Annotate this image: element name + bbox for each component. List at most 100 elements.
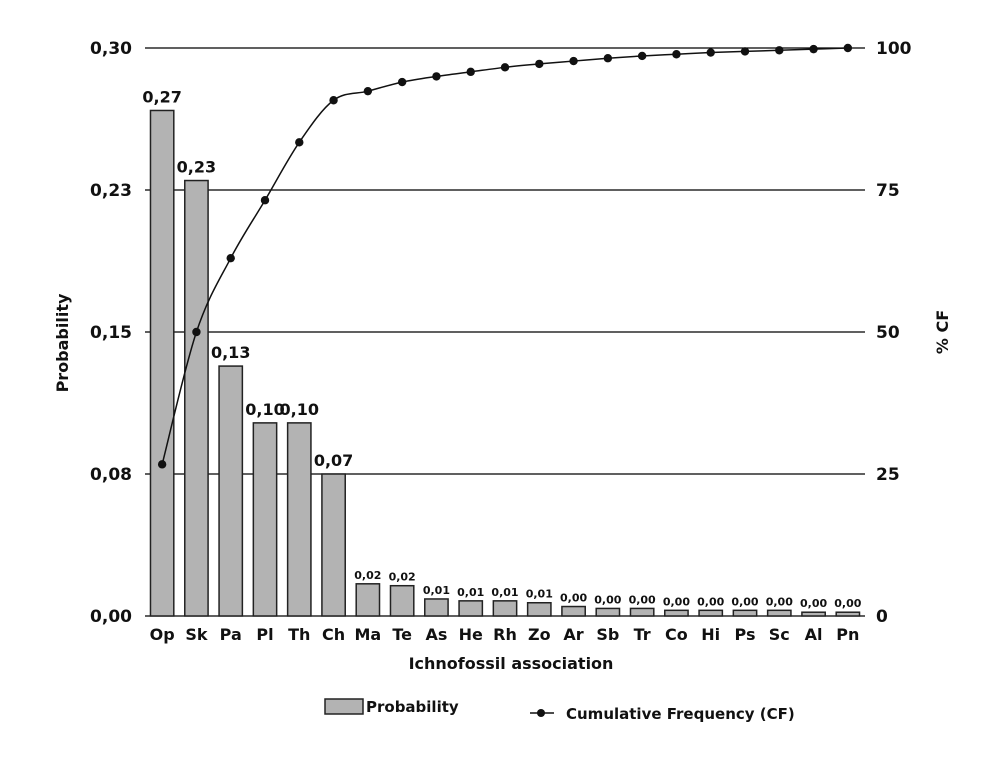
category-label-he: He [459, 625, 483, 644]
category-label-ps: Ps [735, 625, 756, 644]
cf-point-pl [260, 196, 270, 205]
bars [149, 109, 861, 617]
bar-he [458, 600, 484, 617]
bar-th [286, 422, 312, 617]
cf-point-rh [500, 63, 510, 72]
legend: Probability Cumulative Frequency (CF) [324, 698, 795, 723]
bar-as [424, 598, 449, 617]
cf-point-th [295, 138, 304, 147]
bar-ar [561, 605, 586, 617]
category-label-hi: Hi [701, 625, 720, 644]
category-label-zo: Zo [528, 625, 551, 644]
bar-sk [184, 179, 209, 617]
cf-point-al [809, 44, 818, 54]
category-label-pn: Pn [836, 625, 859, 644]
bar-zo [526, 601, 552, 617]
cumulative-frequency-line [161, 47, 848, 465]
bar-ps [732, 609, 758, 617]
bar-value-label: 0,00 [731, 595, 758, 608]
y-tick-label: 0,15 [90, 323, 132, 343]
category-label-ar: Ar [563, 625, 583, 644]
category-label-al: Al [805, 625, 823, 644]
bar-value-labels: 0,27 0,23 0,13 0,100,10 0,07 0,02 0,02 0,01 0,01… [142, 87, 861, 610]
y2-tick-label: 75 [876, 181, 900, 201]
bar-pa [218, 365, 244, 617]
cf-point-co [672, 50, 681, 59]
legend-bar-label: Probability [366, 698, 459, 716]
cf-point-ch [329, 96, 338, 105]
y2-tick-label: 25 [876, 465, 900, 485]
bar-value-label: 0,10 [245, 400, 284, 419]
bar-value-label: 0,01 [491, 586, 518, 599]
bar-tr [629, 607, 655, 617]
bar-pl [252, 422, 278, 617]
bar-value-label: 0,00 [560, 592, 587, 605]
legend-line-label: Cumulative Frequency (CF) [566, 705, 795, 723]
cf-point-zo [535, 59, 544, 69]
legend-bar-swatch [324, 698, 364, 715]
y2-tick-label: 50 [876, 323, 900, 343]
left-axis-ticks: 0,00 0,08 0,15 0,23 0,30 [90, 39, 132, 627]
bar-value-label: 0,01 [457, 586, 484, 599]
cf-point-sc [775, 46, 784, 55]
category-label-op: Op [150, 625, 175, 644]
category-label-pl: Pl [256, 625, 273, 644]
bar-pn [835, 611, 861, 617]
category-labels: Op Sk Pa Pl Th Ch Ma Te As He Rh Zo Ar Sb Tr Co Hi Ps Sc Al… [150, 625, 860, 644]
cumulative-line [157, 43, 853, 469]
legend-line-marker [537, 709, 545, 717]
cf-point-he [466, 67, 475, 77]
bar-ma [355, 583, 381, 617]
cf-point-as [432, 72, 441, 81]
cf-point-op [157, 460, 167, 469]
cf-point-pn [843, 43, 853, 53]
bar-value-label: 0,00 [766, 595, 793, 608]
bar-value-label: 0,13 [211, 343, 250, 362]
bar-value-label: 0,00 [834, 597, 861, 610]
category-label-sc: Sc [769, 625, 790, 644]
bar-co [664, 609, 689, 617]
bar-value-label: 0,01 [423, 584, 450, 597]
bar-value-label: 0,00 [629, 593, 656, 606]
bar-rh [492, 600, 518, 617]
y-axis-title: Probability [53, 293, 72, 392]
bar-te [389, 584, 415, 617]
bar-value-label: 0,07 [314, 451, 353, 470]
y2-axis-title: % CF [933, 310, 952, 354]
bar-value-label: 0,02 [389, 571, 416, 584]
category-label-ma: Ma [354, 625, 381, 644]
y-tick-label: 0,23 [90, 181, 132, 201]
category-label-th: Th [288, 625, 310, 644]
category-label-te: Te [392, 625, 412, 644]
cf-point-te [397, 77, 407, 87]
y-tick-label: 0,00 [90, 607, 132, 627]
bar-value-label: 0,10 [280, 400, 319, 419]
bar-value-label: 0,02 [354, 569, 381, 582]
bar-ch [321, 473, 346, 617]
bar-al [801, 611, 826, 617]
bar-value-label: 0,00 [594, 593, 621, 606]
category-label-sk: Sk [185, 625, 208, 644]
category-label-pa: Pa [220, 625, 242, 644]
category-label-tr: Tr [634, 625, 651, 644]
bar-hi [698, 609, 724, 617]
cf-point-hi [706, 48, 715, 57]
y-tick-label: 0,30 [90, 39, 132, 59]
bar-value-label: 0,00 [663, 595, 690, 608]
cf-point-tr [637, 51, 647, 61]
category-label-as: As [425, 625, 447, 644]
cf-point-ar [569, 56, 578, 66]
bar-sb [595, 607, 621, 617]
category-label-co: Co [665, 625, 688, 644]
x-axis-title: Ichnofossil association [409, 654, 614, 673]
y-tick-label: 0,08 [90, 465, 132, 485]
cf-point-sk [192, 327, 201, 337]
bar-op [149, 109, 175, 617]
bar-value-label: 0,00 [697, 595, 724, 608]
y2-tick-label: 100 [876, 39, 912, 59]
bar-value-label: 0,23 [177, 158, 216, 177]
cf-point-ps [740, 47, 750, 56]
cf-point-sb [603, 54, 613, 63]
right-axis-ticks: 0 25 50 75 100 [876, 39, 912, 627]
